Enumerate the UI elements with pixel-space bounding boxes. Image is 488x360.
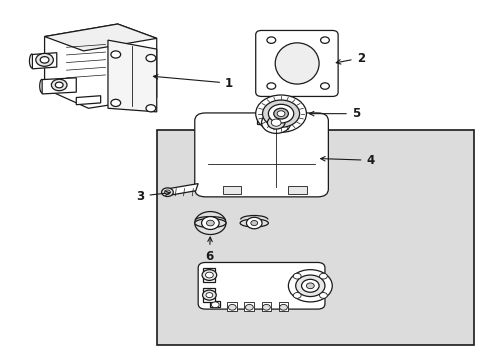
Circle shape [111, 51, 121, 58]
Circle shape [164, 190, 170, 194]
Ellipse shape [275, 43, 319, 84]
Circle shape [245, 305, 253, 310]
Circle shape [262, 100, 299, 127]
Circle shape [262, 305, 270, 310]
Circle shape [268, 104, 293, 123]
Circle shape [306, 283, 314, 289]
Circle shape [146, 54, 156, 62]
Ellipse shape [240, 219, 268, 227]
Circle shape [250, 221, 257, 226]
Polygon shape [76, 96, 101, 105]
Bar [278, 302, 288, 311]
Text: 1: 1 [153, 75, 233, 90]
Circle shape [271, 119, 281, 126]
Circle shape [202, 290, 216, 300]
Circle shape [246, 217, 262, 229]
Circle shape [36, 53, 53, 66]
Polygon shape [108, 40, 157, 112]
Circle shape [320, 37, 329, 43]
Bar [244, 302, 254, 311]
Circle shape [266, 83, 275, 89]
Text: 4: 4 [320, 154, 374, 167]
Circle shape [205, 272, 213, 278]
FancyBboxPatch shape [255, 31, 337, 96]
Circle shape [194, 212, 225, 234]
Bar [256, 112, 295, 125]
Circle shape [206, 220, 214, 226]
Circle shape [273, 108, 288, 119]
FancyBboxPatch shape [194, 113, 328, 197]
Circle shape [201, 217, 219, 229]
Polygon shape [210, 301, 220, 307]
Circle shape [301, 279, 319, 292]
Circle shape [205, 293, 212, 298]
Circle shape [211, 302, 219, 308]
Circle shape [202, 270, 216, 280]
Polygon shape [166, 184, 198, 196]
Circle shape [255, 95, 306, 132]
Circle shape [228, 305, 236, 310]
Bar [227, 302, 237, 311]
Circle shape [111, 99, 121, 107]
Circle shape [295, 275, 325, 297]
Circle shape [277, 111, 285, 117]
Text: 5: 5 [309, 107, 359, 120]
Text: 6: 6 [205, 237, 213, 263]
Polygon shape [32, 53, 57, 69]
Circle shape [161, 188, 173, 197]
Circle shape [261, 112, 290, 134]
Circle shape [319, 273, 326, 279]
Circle shape [319, 293, 326, 298]
Circle shape [279, 305, 287, 310]
Circle shape [51, 79, 67, 91]
Bar [288, 186, 306, 194]
Bar [222, 186, 241, 194]
Circle shape [293, 273, 301, 279]
Circle shape [267, 116, 285, 129]
Text: 2: 2 [336, 51, 364, 64]
FancyBboxPatch shape [198, 262, 325, 309]
Bar [203, 288, 215, 302]
Polygon shape [44, 24, 157, 51]
Circle shape [40, 57, 49, 63]
Circle shape [320, 83, 329, 89]
Circle shape [55, 82, 63, 88]
Circle shape [293, 293, 301, 298]
Bar [261, 302, 271, 311]
Polygon shape [44, 24, 157, 108]
Bar [157, 130, 473, 345]
Circle shape [146, 105, 156, 112]
Ellipse shape [194, 219, 225, 228]
Text: 3: 3 [136, 190, 169, 203]
Circle shape [266, 37, 275, 43]
Polygon shape [42, 78, 76, 94]
Bar [203, 268, 215, 282]
Circle shape [288, 270, 331, 302]
